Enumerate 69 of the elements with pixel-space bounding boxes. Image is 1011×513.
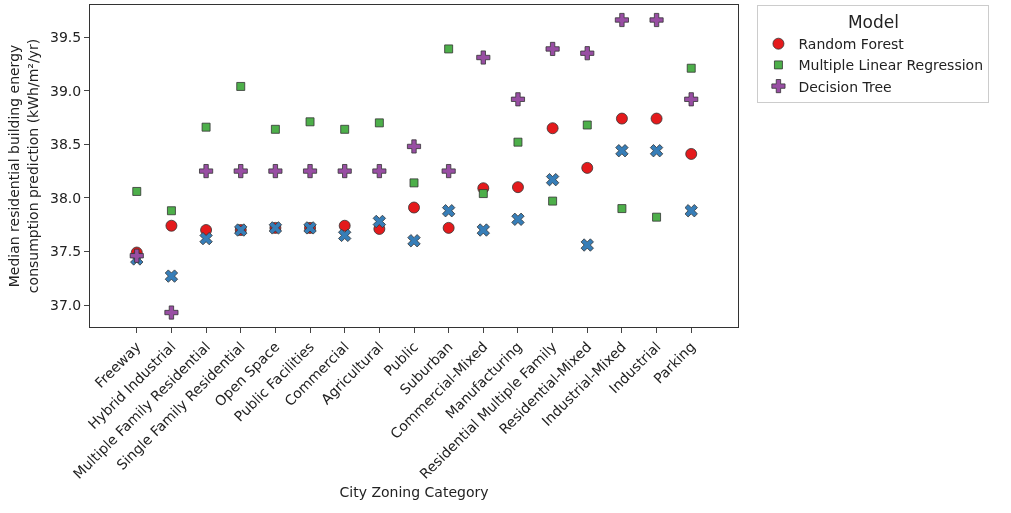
point xyxy=(545,173,560,187)
point xyxy=(686,63,696,73)
y-tick-label: 38.5 xyxy=(50,136,82,153)
point xyxy=(510,92,525,107)
point xyxy=(652,212,661,222)
point xyxy=(270,124,280,134)
point xyxy=(649,144,664,158)
point xyxy=(340,124,350,134)
point xyxy=(236,82,246,91)
point xyxy=(409,178,419,188)
point xyxy=(582,120,592,130)
point xyxy=(268,164,283,179)
point xyxy=(617,204,627,213)
y-axis-title: Median residential building energy consumption prediction (kWh/m²/yr) xyxy=(6,38,41,294)
point xyxy=(338,228,352,242)
point xyxy=(513,137,523,147)
point xyxy=(164,269,179,283)
point xyxy=(201,122,211,132)
y-tick-label: 37.5 xyxy=(50,243,82,260)
point xyxy=(164,305,179,320)
point xyxy=(407,234,421,248)
point xyxy=(442,204,456,218)
point xyxy=(337,164,352,179)
point xyxy=(616,112,628,125)
point xyxy=(546,122,559,135)
point xyxy=(512,181,524,194)
point xyxy=(132,187,142,196)
point xyxy=(650,112,663,125)
point xyxy=(199,164,214,179)
point xyxy=(580,46,595,61)
point xyxy=(476,50,491,65)
point xyxy=(407,139,421,154)
point xyxy=(338,219,351,232)
point xyxy=(444,44,454,54)
point xyxy=(581,161,594,174)
point xyxy=(372,164,387,179)
point xyxy=(476,223,490,237)
point xyxy=(580,238,594,252)
point xyxy=(372,214,386,229)
point xyxy=(478,189,488,198)
legend-label: Random Forest xyxy=(798,36,905,53)
point xyxy=(442,221,455,234)
point xyxy=(548,196,558,206)
point xyxy=(511,212,525,226)
x-axis-title: City Zoning Category xyxy=(339,484,489,501)
point xyxy=(649,13,664,27)
y-tick-label: 39.0 xyxy=(50,82,82,99)
point xyxy=(305,117,315,127)
point xyxy=(165,219,178,232)
point xyxy=(685,148,698,160)
legend-label: Multiple Linear Regression xyxy=(798,57,984,74)
point xyxy=(199,231,213,246)
point xyxy=(408,201,420,214)
point xyxy=(615,144,629,158)
y-tick-label: 37.0 xyxy=(50,296,82,313)
point xyxy=(167,206,176,216)
point xyxy=(233,164,248,179)
point xyxy=(441,164,456,179)
point xyxy=(374,118,384,128)
y-tick-label: 38.0 xyxy=(50,189,82,206)
legend-label: Decision Tree xyxy=(798,78,892,95)
point xyxy=(303,164,318,179)
point xyxy=(684,92,699,107)
point xyxy=(684,204,698,218)
y-tick-label: 39.5 xyxy=(50,29,82,46)
point xyxy=(129,248,144,263)
legend-title: Model xyxy=(847,12,899,33)
point xyxy=(614,13,629,27)
point xyxy=(545,41,560,56)
